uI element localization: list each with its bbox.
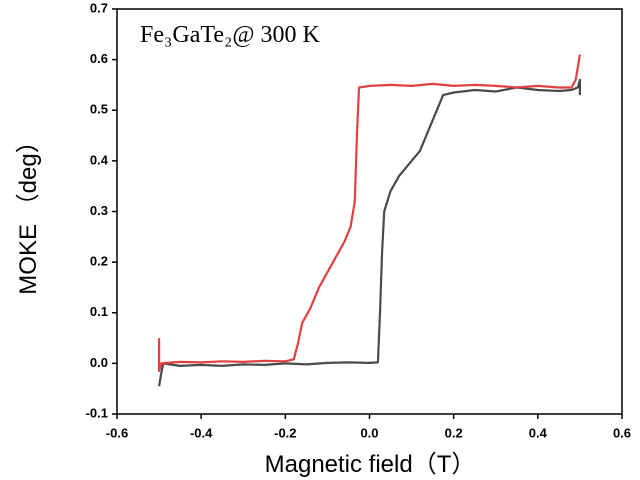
series-line [158, 78, 581, 387]
x-axis-label: Magnetic field（T） [265, 451, 476, 478]
x-tick-label: 0.0 [360, 425, 378, 440]
x-tick-label: -0.6 [106, 425, 128, 440]
y-axis-label: MOKE （deg） [15, 129, 42, 294]
series-line [158, 54, 581, 373]
plot-frame [116, 8, 623, 415]
y-tick-label: 0.3 [90, 203, 108, 218]
x-tick-label: 0.2 [445, 425, 463, 440]
y-tick-label: 0.5 [90, 102, 108, 117]
x-tick-label: -0.4 [190, 425, 213, 440]
y-tick-label: -0.1 [86, 405, 108, 420]
x-tick-label: -0.2 [274, 425, 296, 440]
annotation: Fe₃GaTe₂@ 300 K [140, 22, 320, 48]
y-tick-label: 0.1 [90, 304, 108, 319]
y-tick-label: 0.0 [90, 355, 108, 370]
y-tick-label: 0.6 [90, 51, 108, 66]
x-tick-label: 0.4 [529, 425, 548, 440]
y-tick-label: 0.2 [90, 254, 108, 269]
y-tick-label: 0.7 [90, 0, 108, 15]
y-tick-label: 0.4 [90, 152, 109, 167]
x-tick-label: 0.6 [613, 425, 631, 440]
